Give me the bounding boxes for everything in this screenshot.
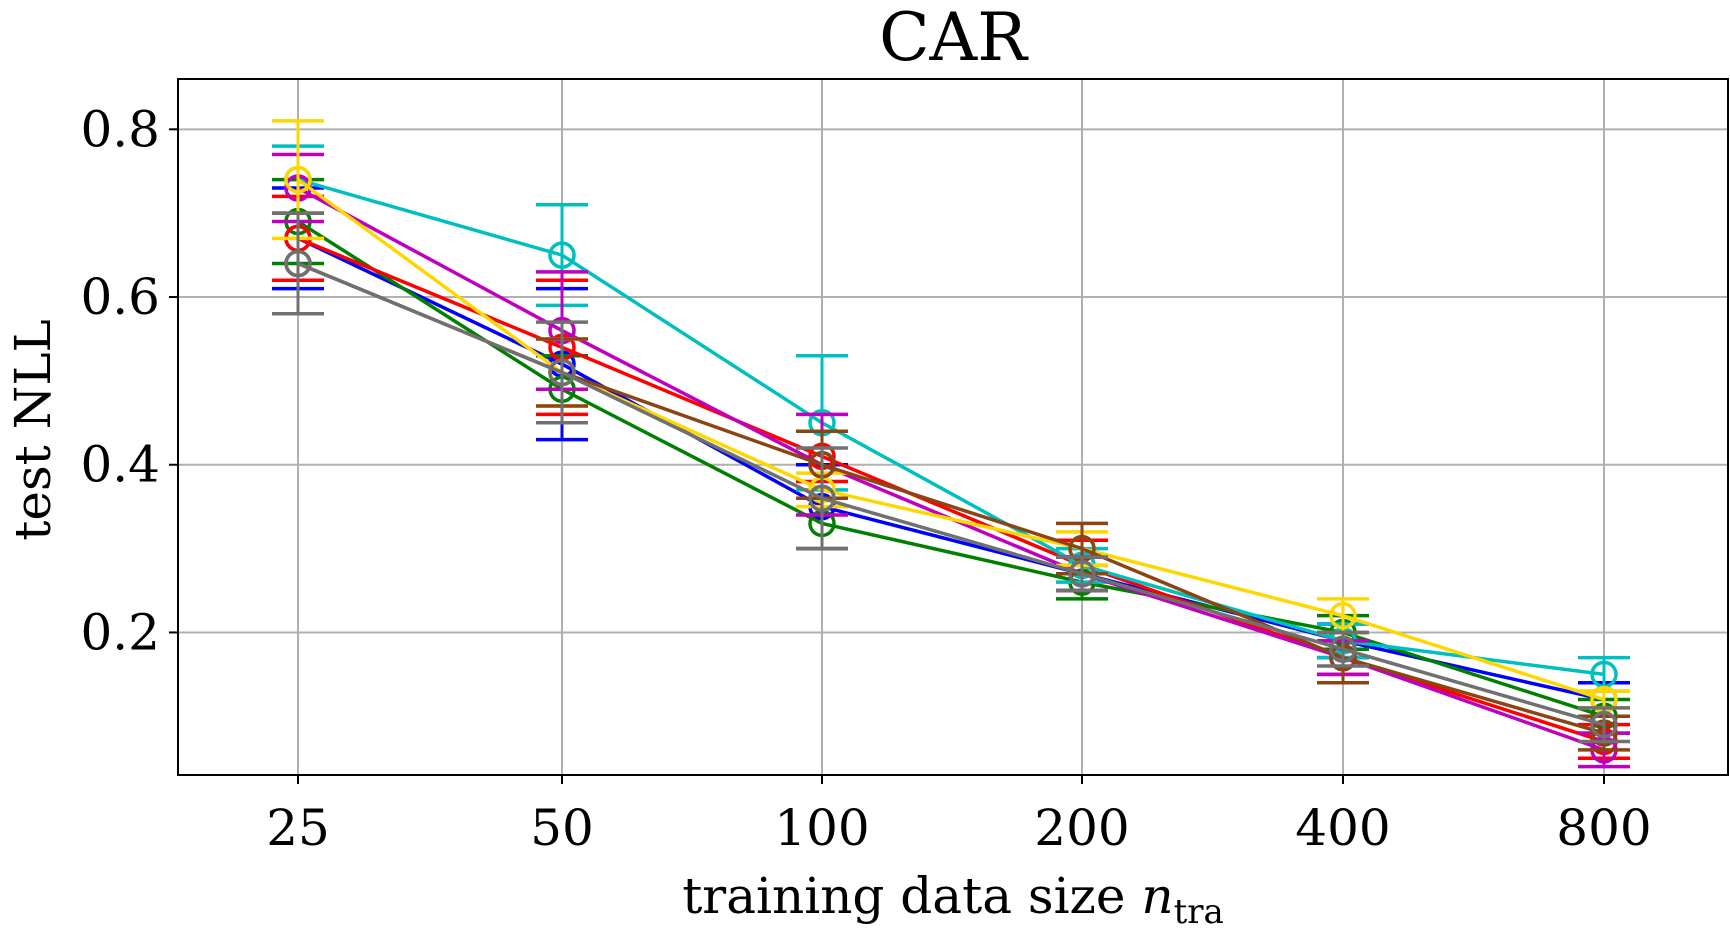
- x-axis-label: training data size ntra: [682, 867, 1224, 932]
- data-point-gray: [1068, 559, 1096, 588]
- x-tick-label: 25: [266, 799, 330, 857]
- data-point-gray: [1590, 710, 1618, 739]
- series-line-blue: [297, 236, 1605, 702]
- y-tick-label: 0.4: [80, 436, 160, 494]
- data-point-gray: [808, 484, 836, 513]
- chart-title: CAR: [879, 0, 1029, 76]
- y-tick-label: 0.6: [80, 268, 160, 326]
- series-line-cyan: [297, 177, 1605, 677]
- x-tick-label: 200: [1034, 799, 1129, 857]
- y-axis-label: test NLL: [4, 319, 62, 540]
- x-tick-label: 400: [1295, 799, 1390, 857]
- x-tick-label: 100: [774, 799, 869, 857]
- y-tick-label: 0.2: [80, 603, 160, 661]
- axis-ticks: 25 50 100 200 400 800 0.2 0.4 0.6 0.8: [80, 100, 1651, 857]
- y-tick-label: 0.8: [80, 100, 160, 158]
- data-point-gray: [1329, 635, 1357, 663]
- x-axis-label-variable: n: [1141, 867, 1173, 925]
- series-line-gold: [296, 178, 1605, 702]
- data-series: [272, 119, 1630, 769]
- grid-lines: [178, 79, 1728, 775]
- data-point-gray: [284, 249, 312, 278]
- series-gray: [272, 211, 1630, 744]
- x-tick-label: 50: [530, 799, 594, 857]
- x-tick-label: 800: [1556, 799, 1651, 857]
- data-point-gold: [284, 165, 312, 194]
- series-line-gray: [297, 261, 1605, 727]
- plot-area-frame: [177, 78, 1729, 776]
- x-axis-label-subscript: tra: [1174, 892, 1224, 932]
- data-point-gold: [1329, 601, 1357, 630]
- data-point-cyan: [548, 241, 576, 269]
- x-axis-label-text: training data size: [682, 867, 1141, 925]
- data-point-gray: [548, 358, 576, 387]
